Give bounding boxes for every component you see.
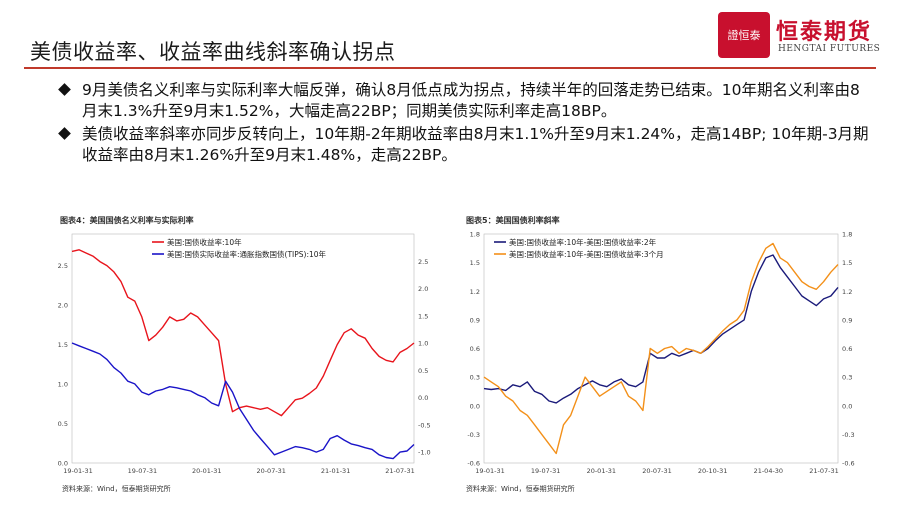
- y-right-tick-label: 0.5: [418, 367, 428, 375]
- series-line-2: [71, 342, 415, 460]
- chart-1: 2.5 2.0 1.5 1.0 0.5 0.0 2.5 2.0 1.5 1.0 0.5 0.0 -0.5…: [56, 226, 436, 485]
- logo-english-name: HENGTAI FUTURES: [778, 44, 881, 54]
- y-left-tick-label: 1.5: [58, 341, 68, 349]
- y-left-tick-label: -0.6: [467, 460, 480, 468]
- y-left-tick-label: 0.0: [58, 460, 68, 468]
- y-right-tick-label: 0.0: [842, 402, 852, 410]
- y-right-tick-label: -0.3: [842, 431, 855, 439]
- page-title: 美债收益率、收益率曲线斜率确认拐点: [30, 40, 396, 64]
- y-right-tick-label: 0.6: [842, 345, 852, 353]
- y-right-tick-label: -0.6: [842, 460, 855, 468]
- y-right-tick-label: 1.0: [418, 340, 428, 348]
- series-line-1: [483, 254, 839, 404]
- x-tick-label: 19-07-31: [531, 467, 561, 475]
- y-left-tick-label: 1.5: [470, 259, 480, 267]
- y-left-tick-label: 2.0: [58, 302, 68, 310]
- y-left-tick-label: 0.5: [58, 420, 68, 428]
- x-tick-label: 21-07-31: [809, 467, 839, 475]
- chart-1-svg: 2.5 2.0 1.5 1.0 0.5 0.0 2.5 2.0 1.5 1.0 0.5 0.0 -0.5…: [58, 233, 431, 475]
- y-left-tick-label: 1.0: [58, 381, 68, 389]
- logo-mark-icon: 證恒泰: [718, 12, 770, 58]
- y-right-tick-label: -0.5: [418, 421, 431, 429]
- title-divider: [24, 67, 876, 69]
- legend-label: 美国:国债实际收益率:通胀指数国债(TIPS):10年: [167, 249, 327, 259]
- y-left-tick-label: 2.5: [58, 262, 68, 270]
- y-left-tick-label: 1.2: [470, 288, 480, 296]
- bullet-item: 美债收益率斜率亦同步反转向上，10年期-2年期收益率由8月末1.1%升至9月末1…: [58, 124, 870, 166]
- y-right-tick-label: 0.9: [842, 316, 852, 324]
- y-right-tick-label: 2.0: [418, 285, 428, 293]
- x-tick-label: 20-01-31: [192, 467, 222, 475]
- x-tick-label: 21-04-30: [754, 467, 784, 475]
- chart-1-source: 资料来源：Wind，恒泰期货研究所: [62, 485, 171, 493]
- x-tick-label: 19-07-31: [128, 467, 158, 475]
- y-right-tick-label: 1.8: [842, 231, 852, 239]
- y-right-tick-label: 0.0: [418, 394, 428, 402]
- y-right-tick-label: 2.5: [418, 258, 428, 266]
- y-right-tick-label: -1.0: [418, 449, 431, 457]
- bullet-text: 9月美债名义利率与实际利率大幅反弹，确认8月低点成为拐点，持续半年的回落走势已结…: [82, 81, 860, 120]
- plot-area: [483, 233, 839, 464]
- y-left-tick-label: -0.3: [467, 431, 480, 439]
- series-line-1: [71, 249, 415, 417]
- y-right-tick-label: 1.2: [842, 288, 852, 296]
- x-tick-label: 20-07-31: [256, 467, 286, 475]
- x-tick-label: 21-07-31: [385, 467, 415, 475]
- chart-1-caption: 图表4：美国国债名义利率与实际利率: [60, 216, 194, 225]
- logo-name: 恒泰期货: [776, 20, 873, 45]
- y-left-tick-label: 0.3: [470, 374, 480, 382]
- x-tick-label: 21-01-31: [321, 467, 351, 475]
- x-tick-label: 20-01-31: [587, 467, 617, 475]
- chart-2-svg: 1.8 1.5 1.2 0.9 0.6 0.3 0.0 -0.3 -0.6 1.8 1.5 1.2 0.…: [467, 231, 855, 476]
- bullet-list: 9月美债名义利率与实际利率大幅反弹，确认8月低点成为拐点，持续半年的回落走势已结…: [58, 80, 870, 168]
- x-tick-label: 20-07-31: [642, 467, 672, 475]
- bullet-text: 美债收益率斜率亦同步反转向上，10年期-2年期收益率由8月末1.1%升至9月末1…: [82, 125, 869, 164]
- y-right-tick-label: 1.5: [418, 312, 428, 320]
- x-tick-label: 19-01-31: [475, 467, 505, 475]
- legend-label: 美国:国债收益率:10年-美国:国债收益率:3个月: [509, 249, 664, 259]
- x-tick-label: 20-10-31: [698, 467, 728, 475]
- y-right-tick-label: 0.3: [842, 374, 852, 382]
- chart-2: 1.8 1.5 1.2 0.9 0.6 0.3 0.0 -0.3 -0.6 1.8 1.5 1.2 0.…: [460, 226, 860, 485]
- legend-label: 美国:国债收益率:10年: [167, 237, 242, 247]
- y-right-tick-label: 1.5: [842, 259, 852, 267]
- plot-area: [71, 233, 415, 464]
- diamond-bullet-icon: [58, 127, 71, 140]
- chart-2-caption: 图表5：美国国债利率斜率: [466, 216, 560, 225]
- diamond-bullet-icon: [58, 83, 71, 96]
- company-logo: 證恒泰 恒泰期货 HENGTAI FUTURES: [718, 12, 888, 62]
- y-left-tick-label: 1.8: [470, 231, 480, 239]
- legend-label: 美国:国债收益率:10年-美国:国债收益率:2年: [509, 237, 657, 247]
- x-tick-label: 19-01-31: [63, 467, 93, 475]
- chart-2-source: 资料来源：Wind，恒泰期货研究所: [466, 485, 575, 493]
- bullet-item: 9月美债名义利率与实际利率大幅反弹，确认8月低点成为拐点，持续半年的回落走势已结…: [58, 80, 870, 122]
- series-line-2: [483, 242, 839, 455]
- y-left-tick-label: 0.6: [470, 345, 480, 353]
- y-left-tick-label: 0.0: [470, 402, 480, 410]
- y-left-tick-label: 0.9: [470, 316, 480, 324]
